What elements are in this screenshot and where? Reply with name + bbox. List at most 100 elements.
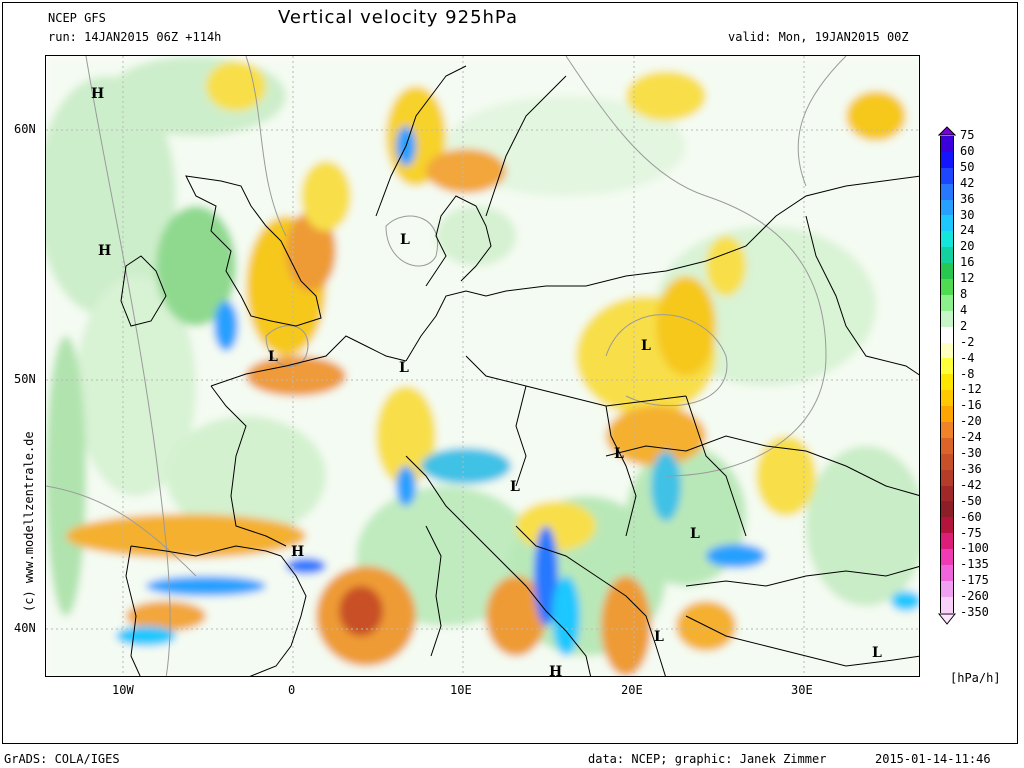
legend-color-swatch	[940, 485, 954, 502]
legend-level-label: -2	[960, 334, 975, 349]
legend-color-swatch	[940, 358, 954, 375]
legend-level-label: -175	[960, 573, 989, 588]
legend-color-swatch	[940, 294, 954, 311]
legend-color-swatch	[940, 406, 954, 423]
legend-level-label: -12	[960, 382, 982, 397]
legend-level-label: 12	[960, 271, 975, 286]
legend-color-swatch	[940, 580, 954, 597]
legend-level-label: 20	[960, 239, 975, 254]
legend-level-label: 36	[960, 191, 975, 206]
legend-color-swatch	[940, 167, 954, 184]
footer-timestamp: 2015-01-14-11:46	[875, 752, 991, 766]
legend-level-label: 2	[960, 318, 968, 333]
footer-software: GrADS: COLA/IGES	[4, 752, 120, 766]
low-pressure-label: L	[872, 645, 882, 661]
legend-level-label: -30	[960, 446, 982, 460]
legend-color-swatch	[940, 469, 954, 486]
legend-bottom-arrow	[938, 613, 956, 625]
legend-color-swatch	[940, 565, 954, 581]
weather-map-svg: H H L L L L L L H L L H L	[46, 56, 919, 677]
legend-color-swatch	[940, 151, 954, 168]
legend-level-label: 30	[960, 207, 975, 222]
legend-level-label: -24	[960, 430, 982, 445]
legend-level-label: -260	[960, 589, 989, 604]
low-pressure-label: L	[400, 232, 410, 248]
legend-color-swatch	[940, 199, 954, 216]
lon-label-20e: 20E	[621, 683, 643, 697]
legend-color-swatch	[940, 247, 954, 264]
velocity-field	[46, 56, 919, 676]
pressure-center-markers: H H L L L L L L H L L H L	[91, 86, 882, 677]
low-pressure-label: L	[510, 479, 520, 495]
legend-level-label: 60	[960, 143, 975, 158]
legend-color-swatch	[940, 422, 954, 438]
legend-color-swatch	[940, 326, 954, 343]
low-pressure-label: L	[690, 526, 700, 542]
lat-label-60n: 60N	[14, 122, 36, 136]
legend-color-swatch	[940, 374, 954, 391]
legend-unit: [hPa/h]	[950, 671, 1001, 685]
coastlines	[120, 65, 919, 676]
high-pressure-label: H	[291, 544, 304, 560]
legend-level-label: -42	[960, 477, 982, 492]
lat-label-50n: 50N	[14, 372, 36, 386]
footer-credit: data: NCEP; graphic: Janek Zimmer	[588, 752, 827, 766]
legend-color-swatch	[940, 310, 954, 327]
legend-level-label: 75	[960, 128, 975, 142]
lon-label-30e: 30E	[791, 683, 813, 697]
legend-color-swatch	[940, 215, 954, 232]
high-pressure-label: H	[549, 664, 562, 677]
legend-color-swatch	[940, 183, 954, 200]
legend-level-label: 42	[960, 175, 975, 190]
lon-label-10e: 10E	[450, 683, 472, 697]
lon-label-10w: 10W	[112, 683, 134, 697]
low-pressure-label: L	[614, 446, 624, 462]
legend-color-swatch	[940, 136, 954, 152]
legend-level-label: -36	[960, 461, 982, 476]
legend-color-swatch	[940, 279, 954, 295]
watermark-text: (c) www.modellzentrale.de	[22, 431, 36, 612]
legend-level-label: 24	[960, 223, 975, 238]
legend-level-label: 16	[960, 255, 975, 270]
legend-level-label: -50	[960, 493, 982, 508]
legend-level-label: -60	[960, 509, 982, 524]
map-title: Vertical velocity 925hPa	[278, 7, 519, 28]
legend-color-swatch	[940, 342, 954, 359]
legend-level-label: 8	[960, 287, 968, 301]
legend-level-label: -350	[960, 605, 989, 619]
model-label: NCEP GFS	[48, 11, 106, 25]
legend-level-label: -16	[960, 398, 982, 413]
legend-color-swatch	[940, 231, 954, 248]
high-pressure-label: H	[98, 243, 111, 259]
valid-label: valid: Mon, 19JAN2015 00Z	[728, 30, 909, 44]
legend-color-swatch	[940, 390, 954, 407]
low-pressure-label: L	[399, 360, 409, 376]
low-pressure-label: L	[268, 349, 278, 365]
map-plot: H H L L L L L L H L L H L	[45, 55, 920, 677]
lon-label-0: 0	[288, 683, 296, 697]
legend-color-swatch	[940, 453, 954, 470]
legend-color-swatch	[940, 549, 954, 566]
legend-color-swatch	[940, 437, 954, 454]
legend-color-swatch	[940, 517, 954, 534]
legend-color-swatch	[940, 263, 954, 280]
legend-level-label: 50	[960, 159, 975, 174]
legend-level-label: -20	[960, 414, 982, 429]
legend-top-arrow	[938, 126, 956, 136]
low-pressure-label: L	[654, 629, 664, 645]
legend-level-label: -135	[960, 557, 989, 572]
legend-color-swatch	[940, 501, 954, 518]
chart-frame	[2, 2, 1018, 744]
high-pressure-label: H	[91, 86, 104, 102]
lat-lon-grid	[46, 56, 919, 676]
legend-level-label: -4	[960, 350, 975, 365]
lat-label-40n: 40N	[14, 621, 36, 635]
legend-color-swatch	[940, 533, 954, 550]
run-label: run: 14JAN2015 06Z +114h	[48, 30, 222, 44]
legend-color-swatch	[940, 596, 954, 613]
legend-level-label: -100	[960, 541, 989, 556]
legend-level-label: -75	[960, 525, 982, 540]
legend-level-label: -8	[960, 366, 975, 381]
color-legend-bar	[940, 136, 954, 613]
legend-level-label: 4	[960, 302, 968, 317]
